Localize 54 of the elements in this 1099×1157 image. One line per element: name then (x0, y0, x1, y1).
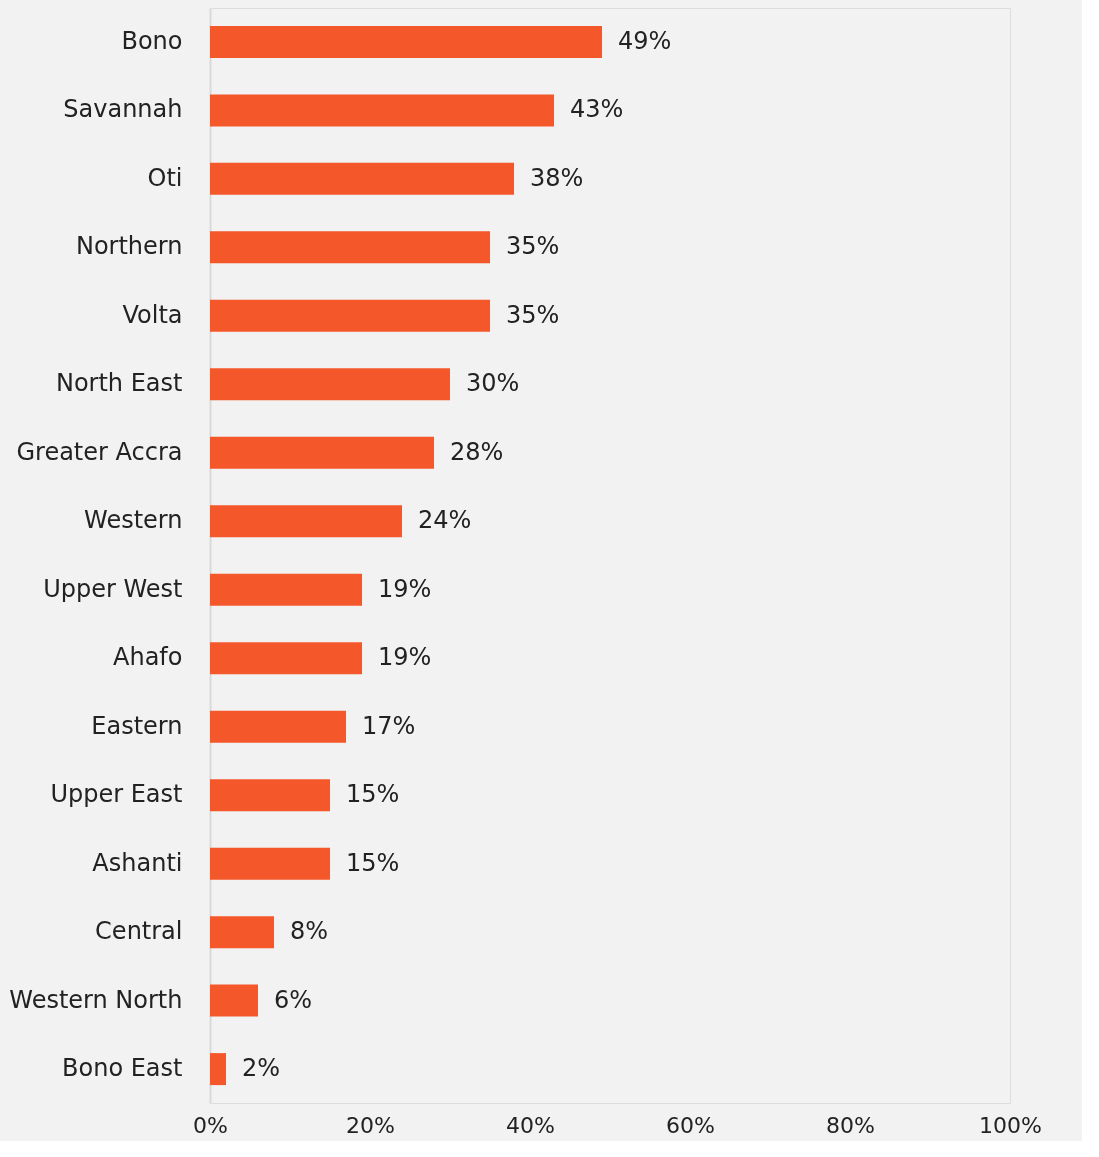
bar (210, 984, 258, 1017)
data-label: 15% (346, 780, 400, 809)
y-tick-label: Oti (147, 163, 183, 192)
bar (210, 368, 450, 401)
y-tick-label: Bono East (62, 1054, 183, 1083)
bar (210, 710, 346, 743)
bar (210, 299, 490, 332)
y-tick-label: Northern (75, 232, 183, 261)
bar (210, 162, 514, 195)
data-label: 30% (466, 369, 520, 398)
data-label: 49% (618, 26, 672, 55)
data-label: 17% (362, 711, 416, 740)
data-label: 28% (450, 437, 504, 466)
y-tick-label: Bono (121, 26, 183, 55)
y-tick-label: Central (95, 917, 183, 946)
x-tick-label: 0% (193, 1112, 228, 1138)
x-tick-label: 80% (826, 1112, 875, 1138)
bar (210, 25, 602, 58)
bar (210, 231, 490, 264)
y-tick-label: Greater Accra (16, 437, 183, 466)
data-label: 8% (290, 917, 329, 946)
bar (210, 1053, 226, 1086)
data-label: 2% (242, 1054, 281, 1083)
bar (210, 847, 330, 880)
bar (210, 505, 402, 538)
bar (210, 94, 554, 127)
x-tick-label: 40% (506, 1112, 555, 1138)
data-label: 19% (378, 643, 432, 672)
y-tick-label: Western (84, 506, 183, 535)
data-label: 35% (506, 232, 560, 261)
bar (210, 642, 362, 675)
y-tick-label: Eastern (91, 711, 183, 740)
y-tick-label: North East (55, 369, 183, 398)
data-label: 24% (418, 506, 472, 535)
y-tick-label: Ashanti (92, 848, 183, 877)
x-tick-label: 60% (666, 1112, 715, 1138)
bar (210, 779, 330, 812)
data-label: 15% (346, 848, 400, 877)
y-tick-label: Ahafo (113, 643, 183, 672)
y-tick-label: Savannah (63, 95, 183, 124)
data-label: 38% (530, 163, 584, 192)
x-tick-label: 100% (979, 1112, 1042, 1138)
data-label: 43% (570, 95, 624, 124)
data-label: 35% (506, 300, 560, 329)
y-tick-label: Volta (122, 300, 183, 329)
y-tick-label: Upper West (43, 574, 183, 603)
data-label: 19% (378, 574, 432, 603)
bar (210, 573, 362, 606)
x-tick-label: 20% (346, 1112, 395, 1138)
data-label: 6% (274, 985, 313, 1014)
bar (210, 916, 274, 949)
y-tick-label: Upper East (50, 780, 183, 809)
y-tick-label: Western North (9, 985, 183, 1014)
bar (210, 436, 434, 469)
